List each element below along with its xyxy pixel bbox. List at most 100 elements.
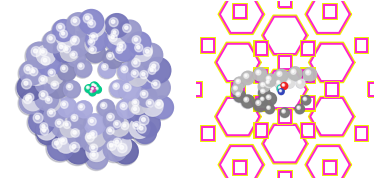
Circle shape <box>88 39 95 45</box>
Circle shape <box>264 79 273 88</box>
Circle shape <box>264 93 277 105</box>
Circle shape <box>279 90 282 92</box>
Circle shape <box>63 46 71 53</box>
Circle shape <box>148 67 156 74</box>
Circle shape <box>130 40 152 63</box>
Circle shape <box>143 58 170 85</box>
Circle shape <box>131 70 139 77</box>
Circle shape <box>152 64 156 68</box>
Circle shape <box>261 98 263 99</box>
Circle shape <box>117 99 136 118</box>
Circle shape <box>138 124 146 133</box>
Bar <box>234 161 246 174</box>
Circle shape <box>281 83 288 89</box>
Circle shape <box>277 81 279 83</box>
Circle shape <box>73 116 75 119</box>
Circle shape <box>148 76 170 99</box>
Circle shape <box>17 74 43 101</box>
Circle shape <box>44 66 63 86</box>
Circle shape <box>26 64 48 85</box>
Circle shape <box>67 112 86 131</box>
Circle shape <box>67 13 90 36</box>
Circle shape <box>42 125 45 128</box>
Circle shape <box>66 84 73 90</box>
Circle shape <box>67 48 86 67</box>
Circle shape <box>22 79 32 89</box>
Circle shape <box>139 127 143 130</box>
Circle shape <box>132 59 140 67</box>
Circle shape <box>99 61 116 78</box>
Circle shape <box>51 115 74 137</box>
Circle shape <box>102 49 122 70</box>
Circle shape <box>65 47 68 50</box>
Circle shape <box>234 77 246 89</box>
Circle shape <box>280 108 290 117</box>
Bar <box>189 83 201 96</box>
Circle shape <box>263 93 276 106</box>
Circle shape <box>50 115 73 139</box>
Circle shape <box>101 137 127 163</box>
Circle shape <box>121 122 129 130</box>
Circle shape <box>112 38 136 63</box>
Circle shape <box>89 33 98 41</box>
Circle shape <box>120 80 140 101</box>
Circle shape <box>264 74 277 86</box>
Circle shape <box>86 29 108 51</box>
Circle shape <box>35 115 40 119</box>
Circle shape <box>279 86 281 89</box>
Circle shape <box>107 141 116 150</box>
Bar <box>232 83 244 96</box>
Circle shape <box>149 96 173 120</box>
Bar <box>233 4 247 19</box>
Circle shape <box>149 62 159 72</box>
Circle shape <box>115 140 119 143</box>
Circle shape <box>18 61 44 87</box>
Bar <box>255 69 268 83</box>
Circle shape <box>74 101 92 119</box>
Circle shape <box>237 80 239 82</box>
Circle shape <box>296 79 305 88</box>
Circle shape <box>66 32 90 56</box>
Circle shape <box>85 141 107 163</box>
Circle shape <box>88 117 96 125</box>
Circle shape <box>236 92 241 97</box>
Circle shape <box>155 100 163 108</box>
Circle shape <box>303 68 317 81</box>
Circle shape <box>120 146 124 149</box>
Circle shape <box>73 131 76 134</box>
Circle shape <box>18 91 42 115</box>
Circle shape <box>275 79 283 88</box>
Circle shape <box>268 107 269 108</box>
Circle shape <box>253 68 267 82</box>
Circle shape <box>266 95 271 100</box>
Circle shape <box>60 65 68 72</box>
Circle shape <box>108 54 111 57</box>
Circle shape <box>301 96 310 105</box>
Circle shape <box>135 44 143 52</box>
Circle shape <box>41 94 60 113</box>
Circle shape <box>117 20 141 44</box>
Bar <box>325 82 339 97</box>
Circle shape <box>299 81 300 83</box>
Circle shape <box>26 93 34 101</box>
Circle shape <box>138 44 162 68</box>
Bar <box>301 41 315 56</box>
Circle shape <box>90 144 98 152</box>
Circle shape <box>279 89 284 95</box>
Circle shape <box>33 72 57 95</box>
Bar <box>279 110 291 123</box>
Circle shape <box>112 139 138 166</box>
Circle shape <box>49 37 52 40</box>
Circle shape <box>241 95 254 109</box>
Circle shape <box>261 89 265 93</box>
Circle shape <box>100 102 107 109</box>
Circle shape <box>66 125 89 149</box>
Circle shape <box>20 61 44 85</box>
Circle shape <box>89 89 96 96</box>
Circle shape <box>253 98 267 112</box>
Circle shape <box>52 39 76 64</box>
Circle shape <box>135 67 157 90</box>
Circle shape <box>85 127 106 148</box>
Bar <box>279 0 291 7</box>
Circle shape <box>231 84 242 96</box>
